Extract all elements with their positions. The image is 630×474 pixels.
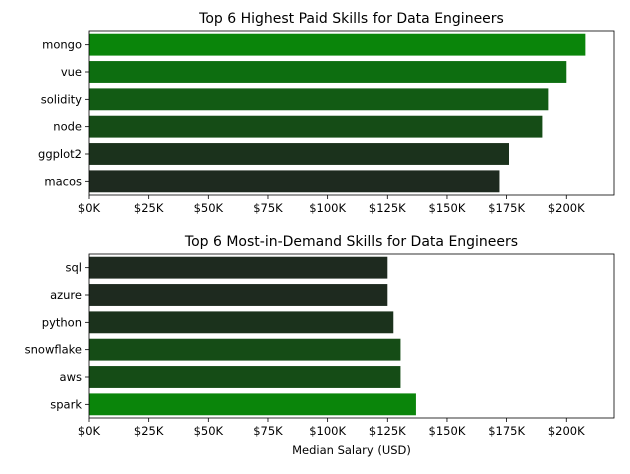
bar-spark <box>89 393 416 416</box>
chart-title: Top 6 Highest Paid Skills for Data Engin… <box>198 11 504 27</box>
axes-frame <box>88 253 615 419</box>
bar-aws <box>89 366 401 388</box>
y-tick-label-macos: macos <box>44 174 82 188</box>
y-tick-label-python: python <box>42 315 82 329</box>
x-tick-label: $175K <box>488 424 525 438</box>
chart-title: Top 6 Most-in-Demand Skills for Data Eng… <box>184 234 518 250</box>
y-tick-label-mongo: mongo <box>42 38 82 52</box>
bar-macos <box>89 170 500 193</box>
x-tick-label: $50K <box>194 424 224 438</box>
bar-snowflake <box>89 338 401 361</box>
bar-solidity <box>89 88 549 111</box>
bar-vue <box>89 61 567 83</box>
y-tick-label-spark: spark <box>50 397 82 411</box>
x-tick-label: $150K <box>429 201 466 215</box>
x-tick-label: $150K <box>429 424 466 438</box>
y-tick-label-solidity: solidity <box>41 92 82 106</box>
y-tick-label-ggplot2: ggplot2 <box>38 147 82 161</box>
panel-most-in-demand: Top 6 Most-in-Demand Skills for Data Eng… <box>25 234 615 457</box>
y-tick-label-snowflake: snowflake <box>25 343 82 357</box>
x-tick-label: $25K <box>134 201 164 215</box>
x-axis-label: Median Salary (USD) <box>292 443 411 457</box>
x-tick-label: $75K <box>253 424 283 438</box>
bar-azure <box>89 284 388 306</box>
bar-python <box>89 311 394 334</box>
x-tick-label: $0K <box>78 424 101 438</box>
bar-mongo <box>89 33 586 56</box>
x-tick-label: $200K <box>548 424 585 438</box>
bar-ggplot2 <box>89 143 509 165</box>
x-tick-label: $125K <box>369 424 406 438</box>
x-tick-label: $125K <box>369 201 406 215</box>
axes-frame <box>88 30 615 196</box>
y-tick-label-azure: azure <box>50 288 82 302</box>
x-tick-label: $100K <box>309 424 346 438</box>
x-tick-label: $100K <box>309 201 346 215</box>
x-tick-label: $175K <box>488 201 525 215</box>
y-tick-label-vue: vue <box>61 65 82 79</box>
bar-node <box>89 115 543 138</box>
bar-sql <box>89 256 388 279</box>
x-tick-label: $50K <box>194 201 224 215</box>
x-tick-label: $0K <box>78 201 101 215</box>
y-tick-label-sql: sql <box>66 261 83 275</box>
x-tick-label: $25K <box>134 424 164 438</box>
y-tick-label-aws: aws <box>60 370 82 384</box>
x-tick-label: $75K <box>253 201 283 215</box>
panel-highest-paid: Top 6 Highest Paid Skills for Data Engin… <box>38 11 615 215</box>
y-tick-label-node: node <box>53 120 82 134</box>
x-tick-label: $200K <box>548 201 585 215</box>
